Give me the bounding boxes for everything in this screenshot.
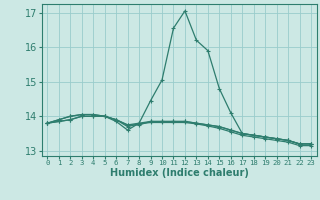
X-axis label: Humidex (Indice chaleur): Humidex (Indice chaleur) bbox=[110, 168, 249, 178]
